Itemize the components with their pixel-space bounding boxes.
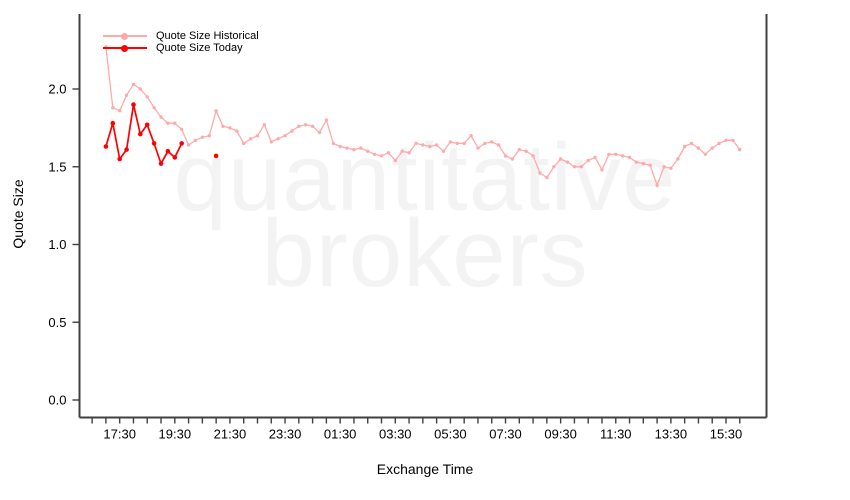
today-line-marker-icon	[103, 44, 147, 52]
today-series	[103, 102, 219, 166]
legend-label-historical: Quote Size Historical	[156, 30, 259, 42]
svg-text:1.5: 1.5	[48, 159, 66, 174]
historical-line-marker-icon	[103, 32, 147, 40]
svg-text:11:30: 11:30	[600, 427, 632, 442]
svg-text:07:30: 07:30	[489, 427, 522, 442]
svg-text:23:30: 23:30	[269, 427, 302, 442]
svg-text:1.0: 1.0	[48, 237, 66, 252]
svg-text:0.0: 0.0	[48, 393, 66, 408]
legend-row-historical: Quote Size Historical	[103, 30, 259, 42]
svg-text:03:30: 03:30	[379, 427, 412, 442]
legend: Quote Size Historical Quote Size Today	[103, 30, 259, 54]
svg-text:21:30: 21:30	[214, 427, 247, 442]
watermark-line2: brokers	[261, 200, 589, 307]
historical-series	[104, 45, 742, 188]
legend-row-today: Quote Size Today	[103, 42, 259, 54]
x-axis-ticks: 17:30 19:30 21:30 23:30 01:30 03:30 05:30 07:30…	[91, 417, 743, 442]
y-axis-title: Quote Size	[10, 179, 26, 249]
x-axis-title: Exchange Time	[376, 461, 474, 477]
axis-frame	[78, 14, 768, 419]
svg-text:0.5: 0.5	[48, 315, 66, 330]
svg-text:01:30: 01:30	[324, 427, 357, 442]
svg-text:09:30: 09:30	[544, 427, 577, 442]
svg-text:05:30: 05:30	[434, 427, 467, 442]
svg-text:17:30: 17:30	[103, 427, 136, 442]
svg-text:15:30: 15:30	[710, 427, 743, 442]
y-axis-ticks: 0.0 0.5 1.0 1.5 2.0	[48, 82, 80, 408]
legend-label-today: Quote Size Today	[156, 42, 243, 54]
svg-text:19:30: 19:30	[159, 427, 192, 442]
svg-text:13:30: 13:30	[655, 427, 688, 442]
svg-text:2.0: 2.0	[48, 82, 66, 97]
